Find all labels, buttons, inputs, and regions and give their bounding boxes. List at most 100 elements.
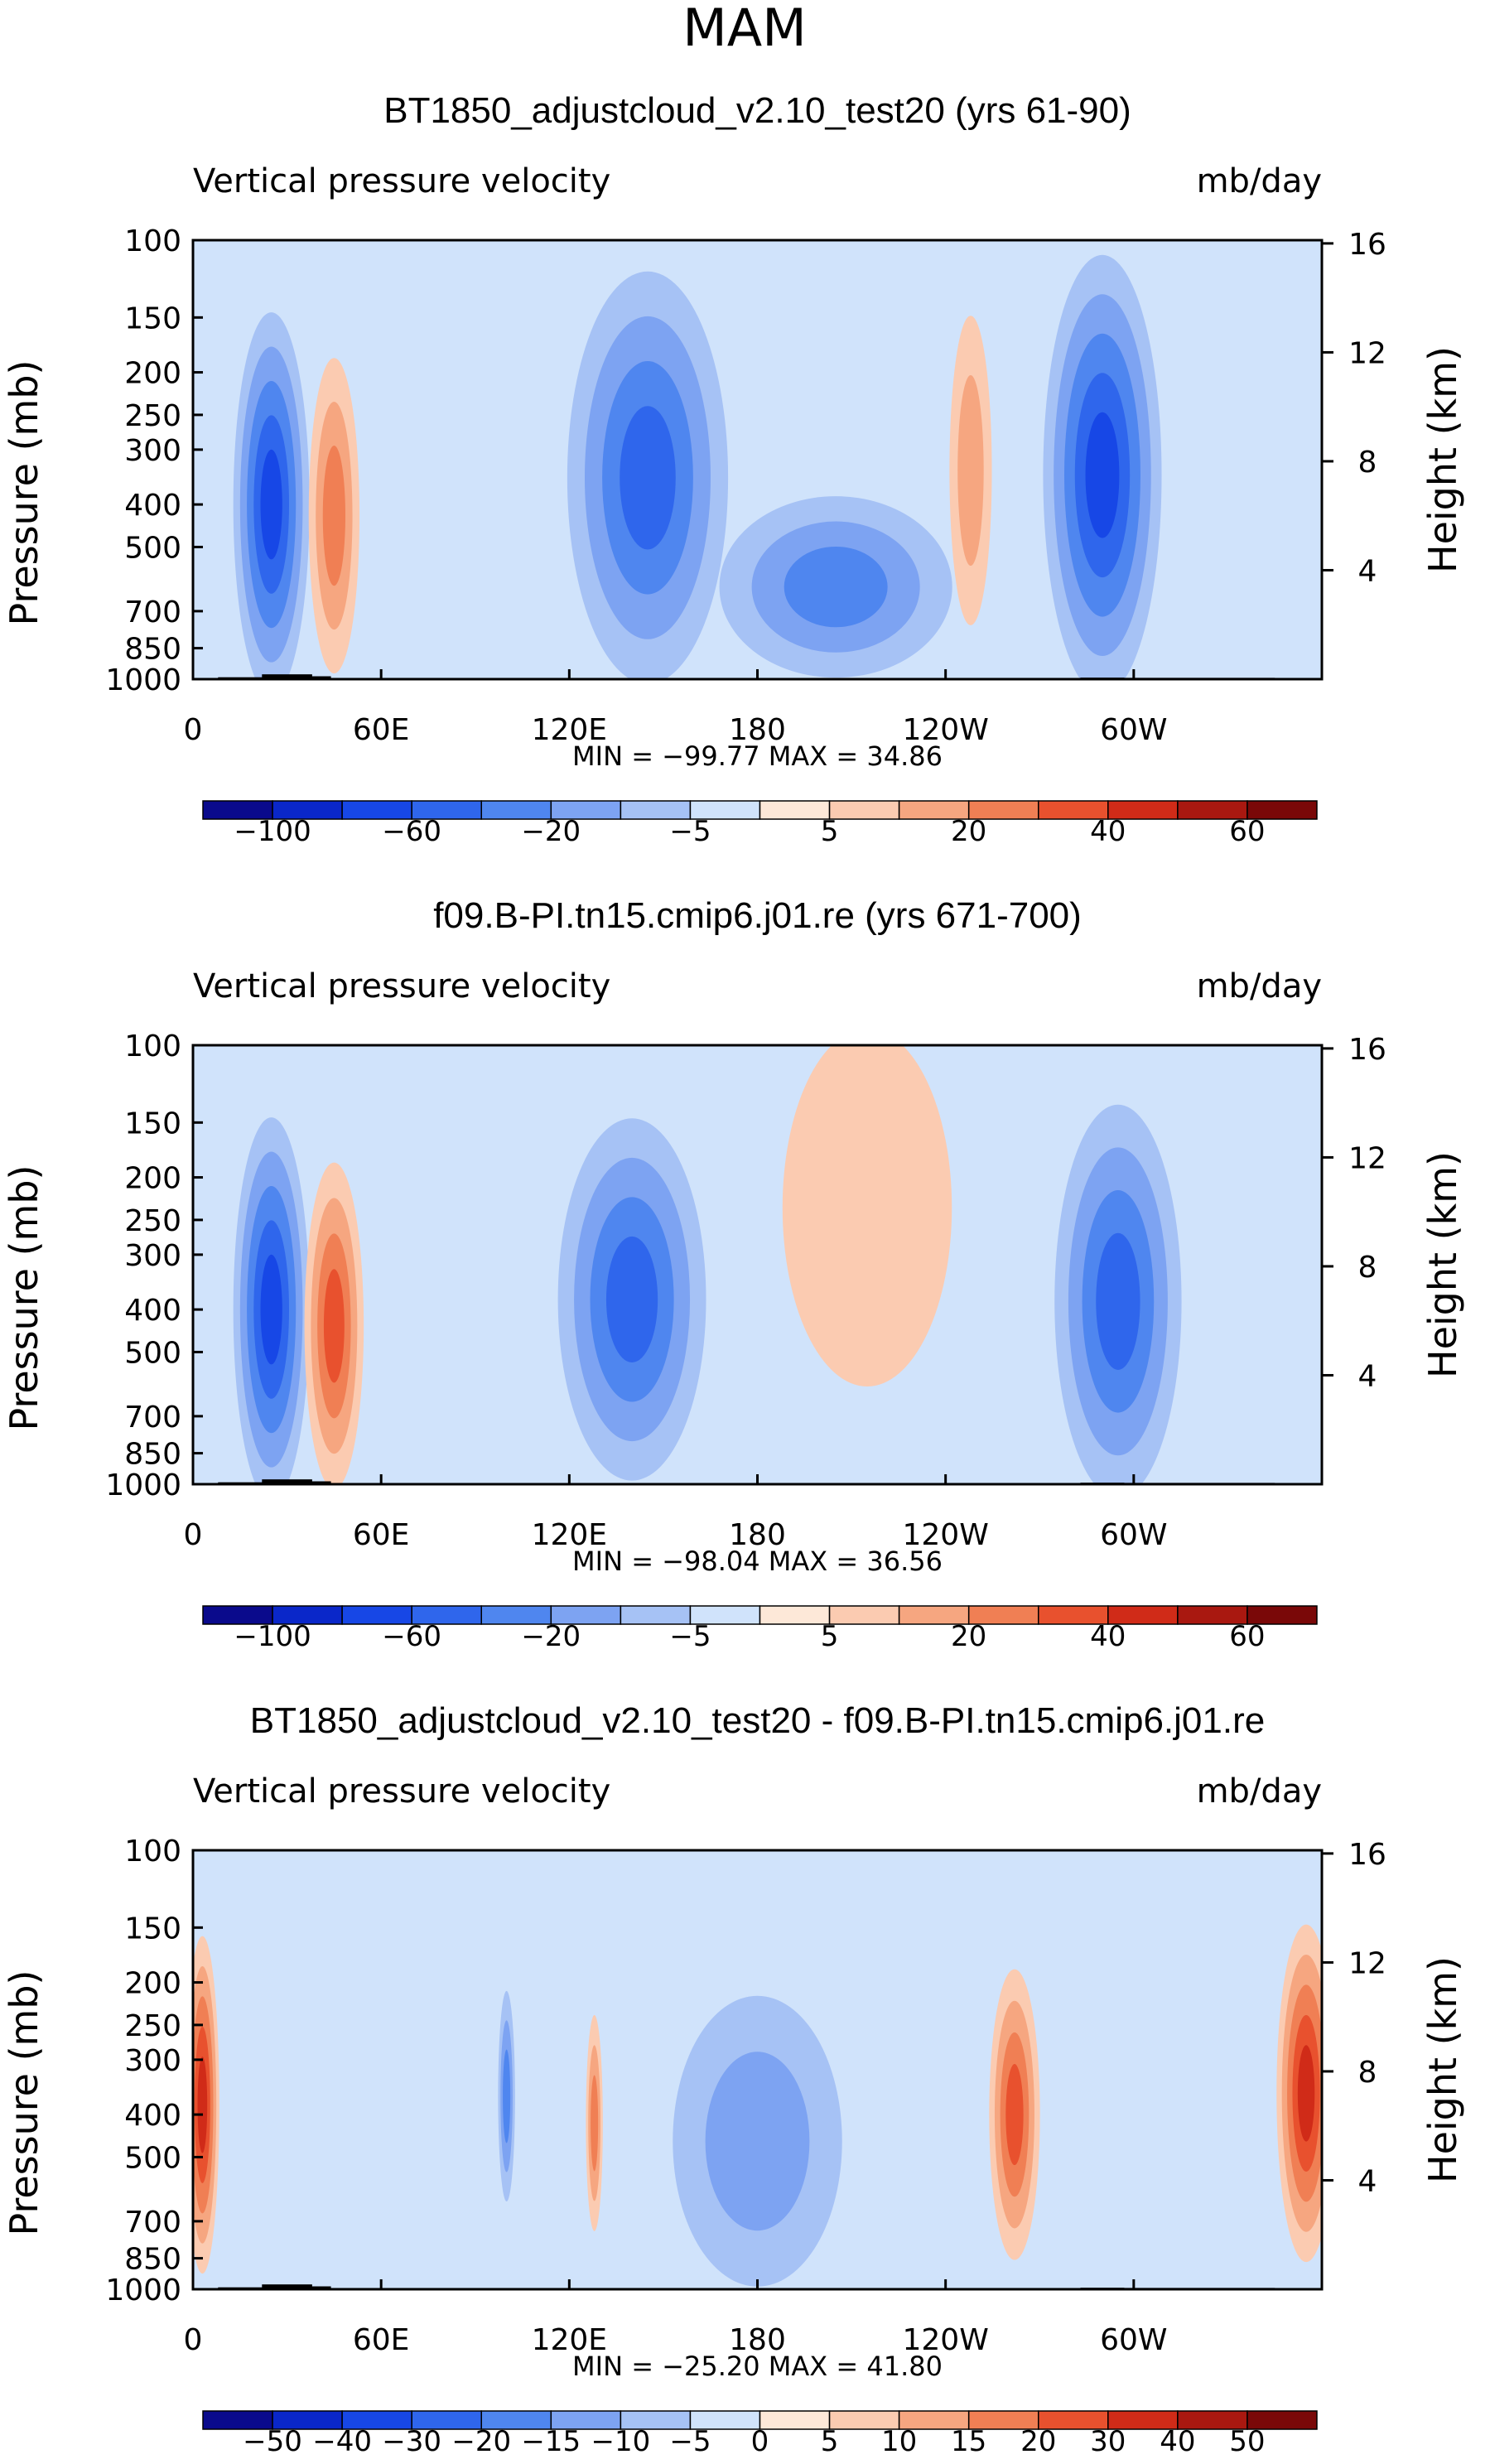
- x-tick-label: 180: [729, 2323, 786, 2357]
- contour-south_america_ascent: [1085, 412, 1120, 538]
- x-tick-label: 60W: [1100, 1518, 1167, 1552]
- colorbar-label: −100: [234, 1620, 311, 1653]
- colorbar-label: −5: [669, 1620, 711, 1653]
- y2-tick-label: 8: [1358, 2056, 1377, 2090]
- y2-axis-label: Height (km): [1420, 1956, 1465, 2183]
- y-tick-label: 1000: [105, 2274, 181, 2307]
- field-layer: [233, 1045, 1182, 1484]
- colorbar-label: 20: [951, 815, 986, 848]
- x-tick-label: 60W: [1100, 713, 1167, 747]
- x-tick-label: 120E: [532, 1518, 607, 1552]
- y-tick-label: 100: [124, 1029, 181, 1063]
- colorbar: −100 −60 −20 −5 5 20 40 60: [202, 1605, 1318, 1653]
- y-tick-label: 400: [124, 489, 181, 523]
- y-tick-label: 700: [124, 596, 181, 629]
- y-tick-label: 500: [124, 531, 181, 565]
- colorbar: −50 −40 −30 −20 −15 −10 −5 0 5 10 15 20 30 40 50: [202, 2410, 1318, 2458]
- x-tick-label: 60E: [353, 713, 410, 747]
- y2-tick-label: 12: [1348, 336, 1386, 370]
- colorbar-label: 0: [751, 2425, 769, 2458]
- y-tick-label: 250: [124, 1204, 181, 1238]
- y2-tick-label: 8: [1358, 1251, 1377, 1285]
- variable-label: Vertical pressure velocity: [193, 967, 610, 1005]
- contour-africa_ascent: [260, 449, 282, 560]
- contour-east_pacific_positive: [1005, 2064, 1024, 2166]
- colorbar-swatch: [828, 800, 900, 820]
- y-tick-label: 500: [124, 1336, 181, 1370]
- contour-west_edge_positive: [197, 2057, 208, 2153]
- y-tick-label: 250: [124, 399, 181, 433]
- y2-tick-label: 16: [1348, 1838, 1386, 1872]
- colorbar-swatch: [759, 2410, 831, 2430]
- contour-deep_convection_maritime: [605, 1236, 658, 1363]
- y-axis-label: Pressure (mb): [2, 1970, 46, 2236]
- colorbar-label: 5: [821, 1620, 839, 1653]
- units-label: mb/day: [1197, 967, 1322, 1005]
- y-tick-label: 100: [124, 1835, 181, 1868]
- x-tick-label: 60W: [1100, 2323, 1167, 2357]
- y-axis-label: Pressure (mb): [2, 360, 46, 626]
- colorbar-label: −40: [312, 2425, 372, 2458]
- y-tick-label: 200: [124, 1967, 181, 2001]
- topography: [287, 1481, 331, 1484]
- contour-south_america_ascent: [1096, 1232, 1140, 1370]
- variable-label: Vertical pressure velocity: [193, 162, 610, 200]
- x-tick-label: 120W: [903, 1518, 989, 1552]
- y-tick-label: 150: [124, 1912, 181, 1946]
- colorbar-label: 40: [1090, 1620, 1126, 1653]
- units-label: mb/day: [1197, 1772, 1322, 1811]
- chart-title: BT1850_adjustcloud_v2.10_test20 (yrs 61-…: [383, 90, 1131, 131]
- chart-title: f09.B-PI.tn15.cmip6.j01.re (yrs 671-700): [433, 895, 1082, 936]
- y-tick-label: 200: [124, 1162, 181, 1196]
- y-tick-label: 400: [124, 1294, 181, 1328]
- colorbar-swatch: [1246, 1605, 1318, 1625]
- x-tick-label: 0: [184, 1518, 203, 1552]
- x-tick-label: 120W: [903, 2323, 989, 2357]
- y-tick-label: 250: [124, 2009, 181, 2043]
- y2-tick-label: 4: [1358, 554, 1377, 588]
- x-tick-label: 60E: [353, 2323, 410, 2357]
- colorbar-label: −10: [591, 2425, 650, 2458]
- variable-label: Vertical pressure velocity: [193, 1772, 610, 1811]
- y-axis-label: Pressure (mb): [2, 1165, 46, 1431]
- colorbar-label: 15: [951, 2425, 986, 2458]
- y2-tick-label: 4: [1358, 1359, 1377, 1393]
- colorbar-label: 40: [1090, 815, 1126, 848]
- colorbar-label: 10: [881, 2425, 917, 2458]
- y-tick-label: 700: [124, 2206, 181, 2240]
- y2-tick-label: 8: [1358, 446, 1377, 480]
- y-tick-label: 850: [124, 633, 181, 667]
- topography: [262, 674, 312, 679]
- y-tick-label: 300: [124, 434, 181, 468]
- colorbar-swatch: [1246, 800, 1318, 820]
- topography: [287, 676, 331, 679]
- colorbar-swatch: [828, 1605, 900, 1625]
- colorbar-label: −60: [382, 815, 441, 848]
- colorbar-swatch: [759, 800, 831, 820]
- colorbar-label: 60: [1229, 815, 1265, 848]
- y2-tick-label: 16: [1348, 1033, 1386, 1067]
- y-tick-label: 100: [124, 224, 181, 258]
- contour-east_pacific_descent: [957, 375, 984, 567]
- y-tick-label: 150: [124, 1107, 181, 1140]
- chart-panel-1: BT1850_adjustcloud_v2.10_test20 (yrs 61-…: [2, 90, 1465, 848]
- colorbar-label: 5: [821, 815, 839, 848]
- colorbar-label: 50: [1229, 2425, 1265, 2458]
- x-tick-label: 180: [729, 713, 786, 747]
- x-tick-label: 120W: [903, 713, 989, 747]
- colorbar-label: 30: [1090, 2425, 1126, 2458]
- colorbar-label: 20: [951, 1620, 986, 1653]
- y-tick-label: 850: [124, 2243, 181, 2277]
- contour-small_positive_125E: [591, 2075, 599, 2172]
- y2-axis-label: Height (km): [1420, 346, 1465, 573]
- colorbar-label: −5: [669, 2425, 711, 2458]
- colorbar: −100 −60 −20 −5 5 20 40 60: [202, 800, 1318, 848]
- stats-text: MIN = −25.20 MAX = 41.80: [572, 2351, 943, 2382]
- colorbar-label: −20: [521, 1620, 581, 1653]
- y2-tick-label: 12: [1348, 1946, 1386, 1980]
- colorbar-label: −20: [521, 815, 581, 848]
- y-tick-label: 700: [124, 1401, 181, 1435]
- y-tick-label: 200: [124, 357, 181, 391]
- season-title: MAM: [682, 0, 806, 58]
